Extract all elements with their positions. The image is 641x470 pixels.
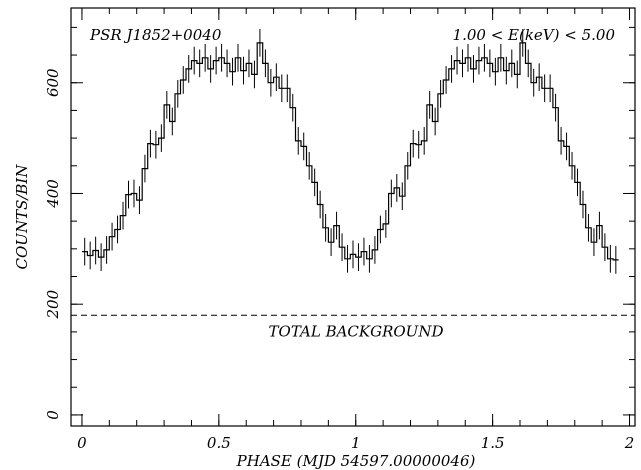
source-name-label: PSR J1852+0040 xyxy=(89,26,222,44)
background-label: TOTAL BACKGROUND xyxy=(269,322,444,340)
error-bars xyxy=(84,29,617,274)
y-tick-label: 600 xyxy=(44,68,62,97)
y-tick-label: 400 xyxy=(44,179,62,209)
energy-range-label: 1.00 < E(keV) < 5.00 xyxy=(453,26,616,44)
axis-tick-labels: 0 0.5 1 1.5 2 0 200 400 600 xyxy=(44,68,634,452)
x-tick-label: 1.5 xyxy=(481,434,505,452)
x-tick-label: 2 xyxy=(624,434,635,452)
plot-frame xyxy=(70,7,636,427)
y-tick-label: 200 xyxy=(44,289,62,319)
x-tick-label: 0 xyxy=(77,434,87,452)
x-tick-label: 0.5 xyxy=(207,434,231,452)
x-tick-label: 1 xyxy=(351,434,361,452)
y-axis-title: COUNTS/BIN xyxy=(13,164,31,270)
x-axis-title: PHASE (MJD 54597.00000046) xyxy=(236,452,476,470)
axis-ticks xyxy=(71,8,635,426)
pulse-profile-series-line xyxy=(82,42,619,261)
y-tick-label: 0 xyxy=(44,410,62,420)
